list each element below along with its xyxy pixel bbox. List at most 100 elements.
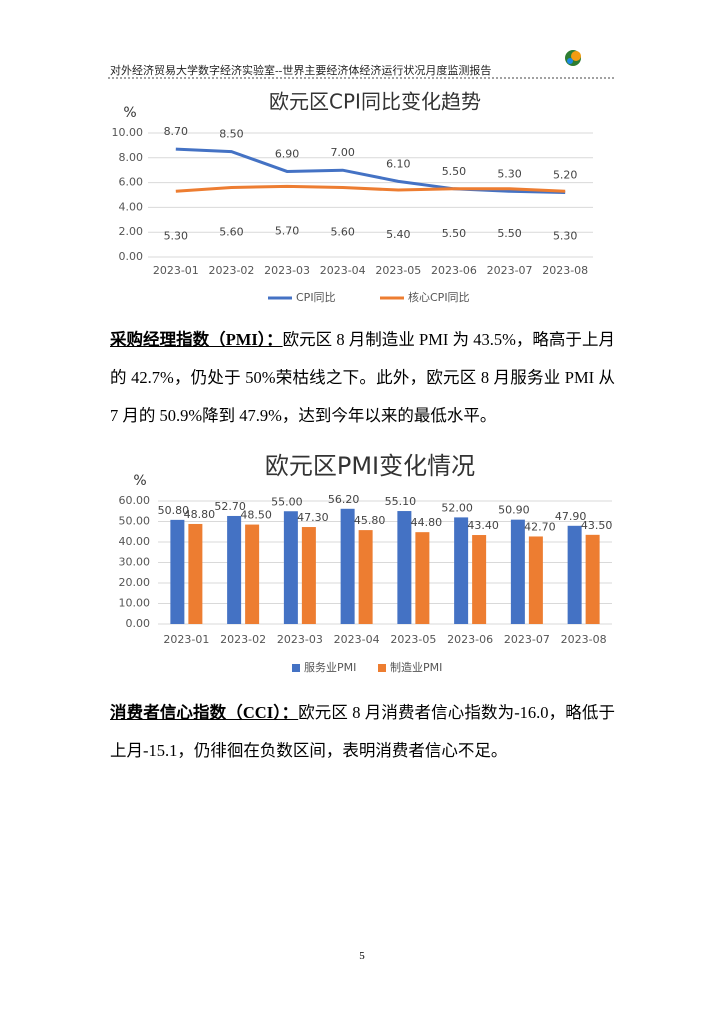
bar bbox=[567, 525, 582, 624]
y-axis-label: % bbox=[133, 473, 146, 489]
data-label: 52.00 bbox=[441, 501, 473, 514]
data-label: 43.50 bbox=[581, 519, 613, 532]
y-tick-label: 6.00 bbox=[119, 176, 144, 189]
logo bbox=[565, 50, 581, 66]
data-label: 44.80 bbox=[411, 516, 443, 529]
legend-swatch bbox=[378, 664, 386, 672]
paragraph-text: 欧元区 8 月消费者信心指数为-16.0，略低于上月-15.1，仍徘徊在负数区间… bbox=[110, 703, 615, 760]
paragraph-text: 欧元区 8 月制造业 PMI 为 43.5%，略高于上月的 42.7%，仍处于 … bbox=[110, 330, 615, 425]
bar bbox=[454, 517, 469, 624]
legend-label: 服务业PMI bbox=[304, 661, 356, 674]
bar bbox=[585, 534, 600, 624]
bar bbox=[283, 511, 298, 624]
y-tick-label: 20.00 bbox=[119, 576, 151, 589]
y-tick-label: 2.00 bbox=[119, 225, 144, 238]
bar bbox=[227, 515, 242, 624]
y-tick-label: 60.00 bbox=[119, 494, 151, 507]
series-line bbox=[175, 147, 566, 195]
x-tick-label: 2023-08 bbox=[561, 633, 607, 646]
data-label: 42.70 bbox=[524, 520, 556, 533]
x-tick-label: 2023-06 bbox=[447, 633, 493, 646]
data-label: 5.50 bbox=[497, 227, 522, 240]
data-label: 55.00 bbox=[271, 495, 303, 508]
y-tick-label: 40.00 bbox=[119, 535, 151, 548]
data-label: 8.50 bbox=[219, 128, 244, 141]
paragraph-lead: 采购经理指数（PMI）： bbox=[110, 330, 283, 349]
x-tick-label: 2023-01 bbox=[163, 633, 209, 646]
bar bbox=[188, 523, 203, 624]
data-label: 48.80 bbox=[184, 508, 216, 521]
bar bbox=[245, 524, 260, 624]
paragraph-lead: 消费者信心指数（CCI）： bbox=[110, 703, 299, 722]
x-tick-label: 2023-01 bbox=[153, 264, 199, 277]
bar bbox=[301, 527, 316, 624]
legend-label: 核心CPI同比 bbox=[408, 290, 470, 304]
data-label: 50.90 bbox=[498, 504, 530, 517]
data-label: 5.30 bbox=[164, 229, 189, 242]
data-label: 5.60 bbox=[330, 226, 355, 239]
data-label: 7.00 bbox=[330, 146, 355, 159]
series-line bbox=[175, 184, 566, 193]
bar bbox=[472, 535, 487, 624]
data-label: 5.70 bbox=[275, 224, 300, 237]
data-label: 50.80 bbox=[158, 504, 190, 517]
chart-title: 欧元区CPI同比变化趋势 bbox=[269, 90, 481, 114]
bar bbox=[397, 511, 412, 624]
data-label: 5.40 bbox=[386, 228, 411, 241]
data-label: 6.90 bbox=[275, 147, 300, 160]
data-label: 48.50 bbox=[240, 509, 272, 522]
data-label: 47.30 bbox=[297, 511, 329, 524]
bar bbox=[340, 508, 355, 624]
y-tick-label: 30.00 bbox=[119, 556, 151, 569]
y-tick-label: 0.00 bbox=[119, 250, 144, 263]
paragraph: 采购经理指数（PMI）：欧元区 8 月制造业 PMI 为 43.5%，略高于上月… bbox=[110, 321, 615, 435]
x-tick-label: 2023-05 bbox=[375, 264, 421, 277]
data-label: 52.70 bbox=[214, 500, 246, 513]
y-tick-label: 10.00 bbox=[112, 126, 144, 139]
data-label: 5.50 bbox=[442, 165, 467, 178]
y-tick-label: 50.00 bbox=[119, 515, 151, 528]
data-label: 5.20 bbox=[553, 169, 578, 182]
x-tick-label: 2023-07 bbox=[504, 633, 550, 646]
data-label: 47.90 bbox=[555, 510, 587, 523]
x-tick-label: 2023-02 bbox=[208, 264, 254, 277]
legend-swatch bbox=[292, 664, 300, 672]
page-number: 5 bbox=[359, 950, 365, 962]
data-label: 5.30 bbox=[553, 229, 578, 242]
paragraph: 消费者信心指数（CCI）：欧元区 8 月消费者信心指数为-16.0，略低于上月-… bbox=[110, 694, 615, 770]
y-axis-label: % bbox=[123, 105, 136, 121]
bar bbox=[528, 536, 543, 624]
x-tick-label: 2023-03 bbox=[277, 633, 323, 646]
data-label: 5.50 bbox=[442, 227, 467, 240]
y-tick-label: 10.00 bbox=[119, 597, 151, 610]
data-label: 6.10 bbox=[386, 157, 411, 170]
x-tick-label: 2023-03 bbox=[264, 264, 310, 277]
data-label: 5.30 bbox=[497, 167, 522, 180]
x-tick-label: 2023-07 bbox=[487, 264, 533, 277]
x-tick-label: 2023-04 bbox=[320, 264, 366, 277]
y-tick-label: 4.00 bbox=[119, 200, 144, 213]
x-tick-label: 2023-04 bbox=[334, 633, 380, 646]
data-label: 43.40 bbox=[467, 519, 499, 532]
header-title: 对外经济贸易大学数字经济实验室--世界主要经济体经济运行状况月度监测报告 bbox=[110, 65, 492, 77]
y-tick-label: 0.00 bbox=[126, 617, 151, 630]
legend-label: 制造业PMI bbox=[390, 660, 442, 674]
x-tick-label: 2023-08 bbox=[542, 264, 588, 277]
data-label: 8.70 bbox=[164, 125, 189, 138]
chart-title: 欧元区PMI变化情况 bbox=[265, 452, 475, 480]
y-tick-label: 8.00 bbox=[119, 151, 144, 164]
bar bbox=[358, 530, 373, 624]
x-tick-label: 2023-02 bbox=[220, 633, 266, 646]
x-tick-label: 2023-06 bbox=[431, 264, 477, 277]
data-label: 55.10 bbox=[385, 495, 417, 508]
data-label: 45.80 bbox=[354, 514, 386, 527]
bar bbox=[170, 519, 185, 624]
x-tick-label: 2023-05 bbox=[390, 633, 436, 646]
data-label: 5.60 bbox=[219, 226, 244, 239]
legend-label: CPI同比 bbox=[296, 291, 336, 304]
bar bbox=[510, 519, 525, 624]
bar bbox=[415, 532, 430, 624]
data-label: 56.20 bbox=[328, 493, 360, 506]
